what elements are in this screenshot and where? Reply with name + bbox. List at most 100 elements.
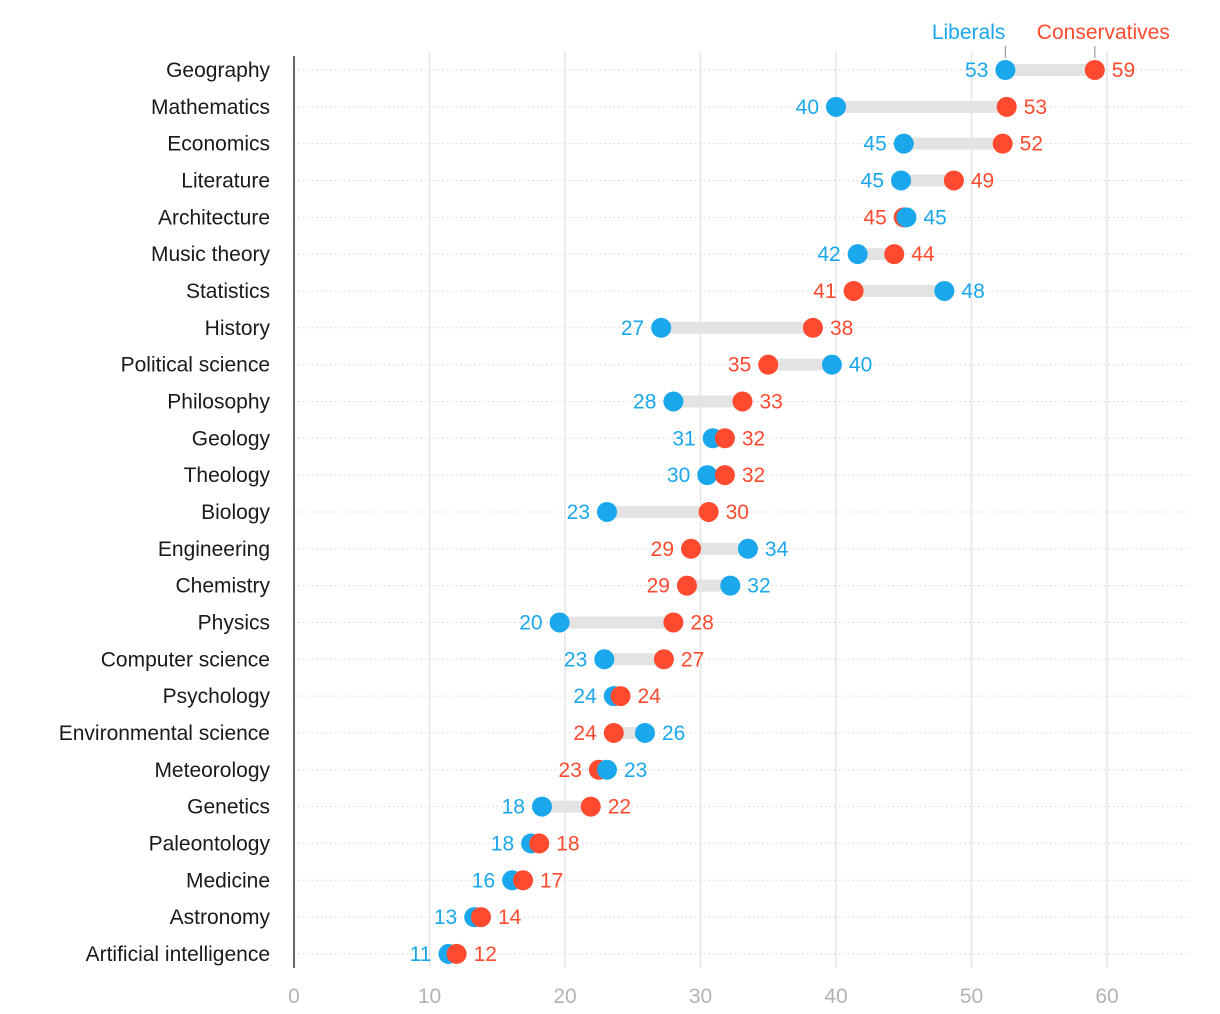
category-label: Economics [167, 133, 270, 156]
category-label: Environmental science [59, 722, 270, 745]
liberal-value-label: 32 [747, 575, 770, 598]
conservative-value-label: 52 [1020, 133, 1043, 156]
conservative-value-label: 35 [728, 354, 751, 377]
liberal-value-label: 40 [796, 96, 819, 119]
category-label: Theology [184, 464, 271, 487]
category-label: Mathematics [151, 96, 270, 119]
conservative-dot [732, 391, 753, 412]
conservative-value-label: 45 [863, 206, 886, 229]
conservative-value-label: 14 [498, 906, 522, 929]
category-label: Statistics [186, 280, 270, 303]
conservative-dot [446, 943, 467, 964]
conservative-value-label: 27 [681, 648, 704, 671]
category-label: Engineering [158, 538, 270, 561]
conservative-value-label: 28 [690, 611, 713, 634]
conservative-value-label: 53 [1024, 96, 1047, 119]
liberal-dot [737, 538, 758, 559]
conservative-dot [996, 96, 1017, 117]
liberal-dot [651, 317, 672, 338]
conservative-dot [512, 870, 533, 891]
conservative-value-label: 24 [573, 722, 597, 745]
liberal-dot [597, 501, 618, 522]
dots [438, 60, 1105, 964]
category-label: Meteorology [154, 759, 270, 782]
liberal-dot [597, 759, 618, 780]
conservative-dot [802, 317, 823, 338]
x-tick-label: 0 [288, 985, 300, 1008]
liberal-dot [663, 391, 684, 412]
category-label: Geography [166, 59, 270, 82]
value-labels: 53 59 40 53 45 52 45 49 45 45 42 44 48 41 27 38 40 35 28 33… [410, 59, 1136, 966]
conservative-dot [758, 354, 779, 375]
conservative-dot [580, 796, 601, 817]
liberal-dot [847, 244, 868, 265]
conservative-value-label: 12 [474, 943, 497, 966]
liberal-value-label: 34 [765, 538, 789, 561]
conservative-value-label: 44 [911, 243, 935, 266]
conservative-dot [698, 501, 719, 522]
conservative-value-label: 22 [608, 796, 631, 819]
conservative-dot [681, 538, 702, 559]
conservative-dot [1084, 60, 1105, 80]
liberal-dot [934, 280, 955, 301]
conservative-value-label: 17 [540, 869, 563, 892]
conservative-value-label: 30 [726, 501, 749, 524]
liberal-value-label: 45 [863, 133, 886, 156]
liberal-value-label: 13 [434, 906, 457, 929]
conservative-dot [714, 428, 735, 449]
category-label: Genetics [187, 796, 270, 819]
conservative-value-label: 29 [647, 575, 670, 598]
conservative-value-label: 33 [760, 390, 783, 413]
row-guide-lines [294, 69, 1190, 955]
conservative-dot [843, 280, 864, 301]
legend-liberals: Liberals [932, 21, 1006, 44]
liberal-dot [893, 133, 914, 154]
conservative-value-label: 18 [556, 832, 579, 855]
conservative-value-label: 32 [742, 427, 765, 450]
category-label: Architecture [158, 206, 270, 229]
category-label: Geology [192, 427, 271, 450]
liberal-value-label: 30 [667, 464, 690, 487]
category-label: Chemistry [175, 575, 270, 598]
category-label: Psychology [163, 685, 271, 708]
conservative-value-label: 23 [559, 759, 582, 782]
category-label: History [205, 317, 271, 340]
conservative-dot [714, 465, 735, 486]
liberal-value-label: 20 [519, 611, 542, 634]
liberal-dot [634, 722, 655, 743]
category-label: Physics [198, 611, 270, 634]
conservative-value-label: 24 [638, 685, 662, 708]
x-tick-label: 30 [689, 985, 712, 1008]
liberal-dot [697, 465, 718, 486]
liberal-dot [531, 796, 552, 817]
legend-conservatives: Conservatives [1037, 21, 1170, 44]
liberal-value-label: 45 [923, 206, 946, 229]
liberal-value-label: 27 [621, 317, 644, 340]
legend: Liberals Conservatives [932, 21, 1170, 58]
liberal-dot [594, 649, 615, 670]
liberal-value-label: 26 [662, 722, 685, 745]
conservative-value-label: 49 [971, 169, 994, 192]
liberal-value-label: 23 [564, 648, 587, 671]
liberal-value-label: 28 [633, 390, 656, 413]
conservative-value-label: 32 [742, 464, 765, 487]
x-tick-label: 20 [553, 985, 576, 1008]
conservative-dot [653, 649, 674, 670]
category-label: Astronomy [170, 906, 271, 929]
liberal-value-label: 18 [502, 796, 525, 819]
liberal-value-label: 31 [672, 427, 695, 450]
category-label: Artificial intelligence [86, 943, 270, 966]
conservative-dot [884, 244, 905, 265]
conservative-dot [610, 686, 631, 707]
category-label: Philosophy [167, 390, 270, 413]
conservative-dot [663, 612, 684, 633]
liberal-dot [896, 207, 917, 228]
liberal-value-label: 45 [861, 169, 884, 192]
x-tick-label: 60 [1095, 985, 1118, 1008]
liberal-value-label: 53 [965, 59, 988, 82]
category-label: Paleontology [149, 832, 271, 855]
liberal-value-label: 16 [472, 869, 495, 892]
liberal-value-label: 24 [573, 685, 597, 708]
liberal-value-label: 40 [849, 354, 872, 377]
